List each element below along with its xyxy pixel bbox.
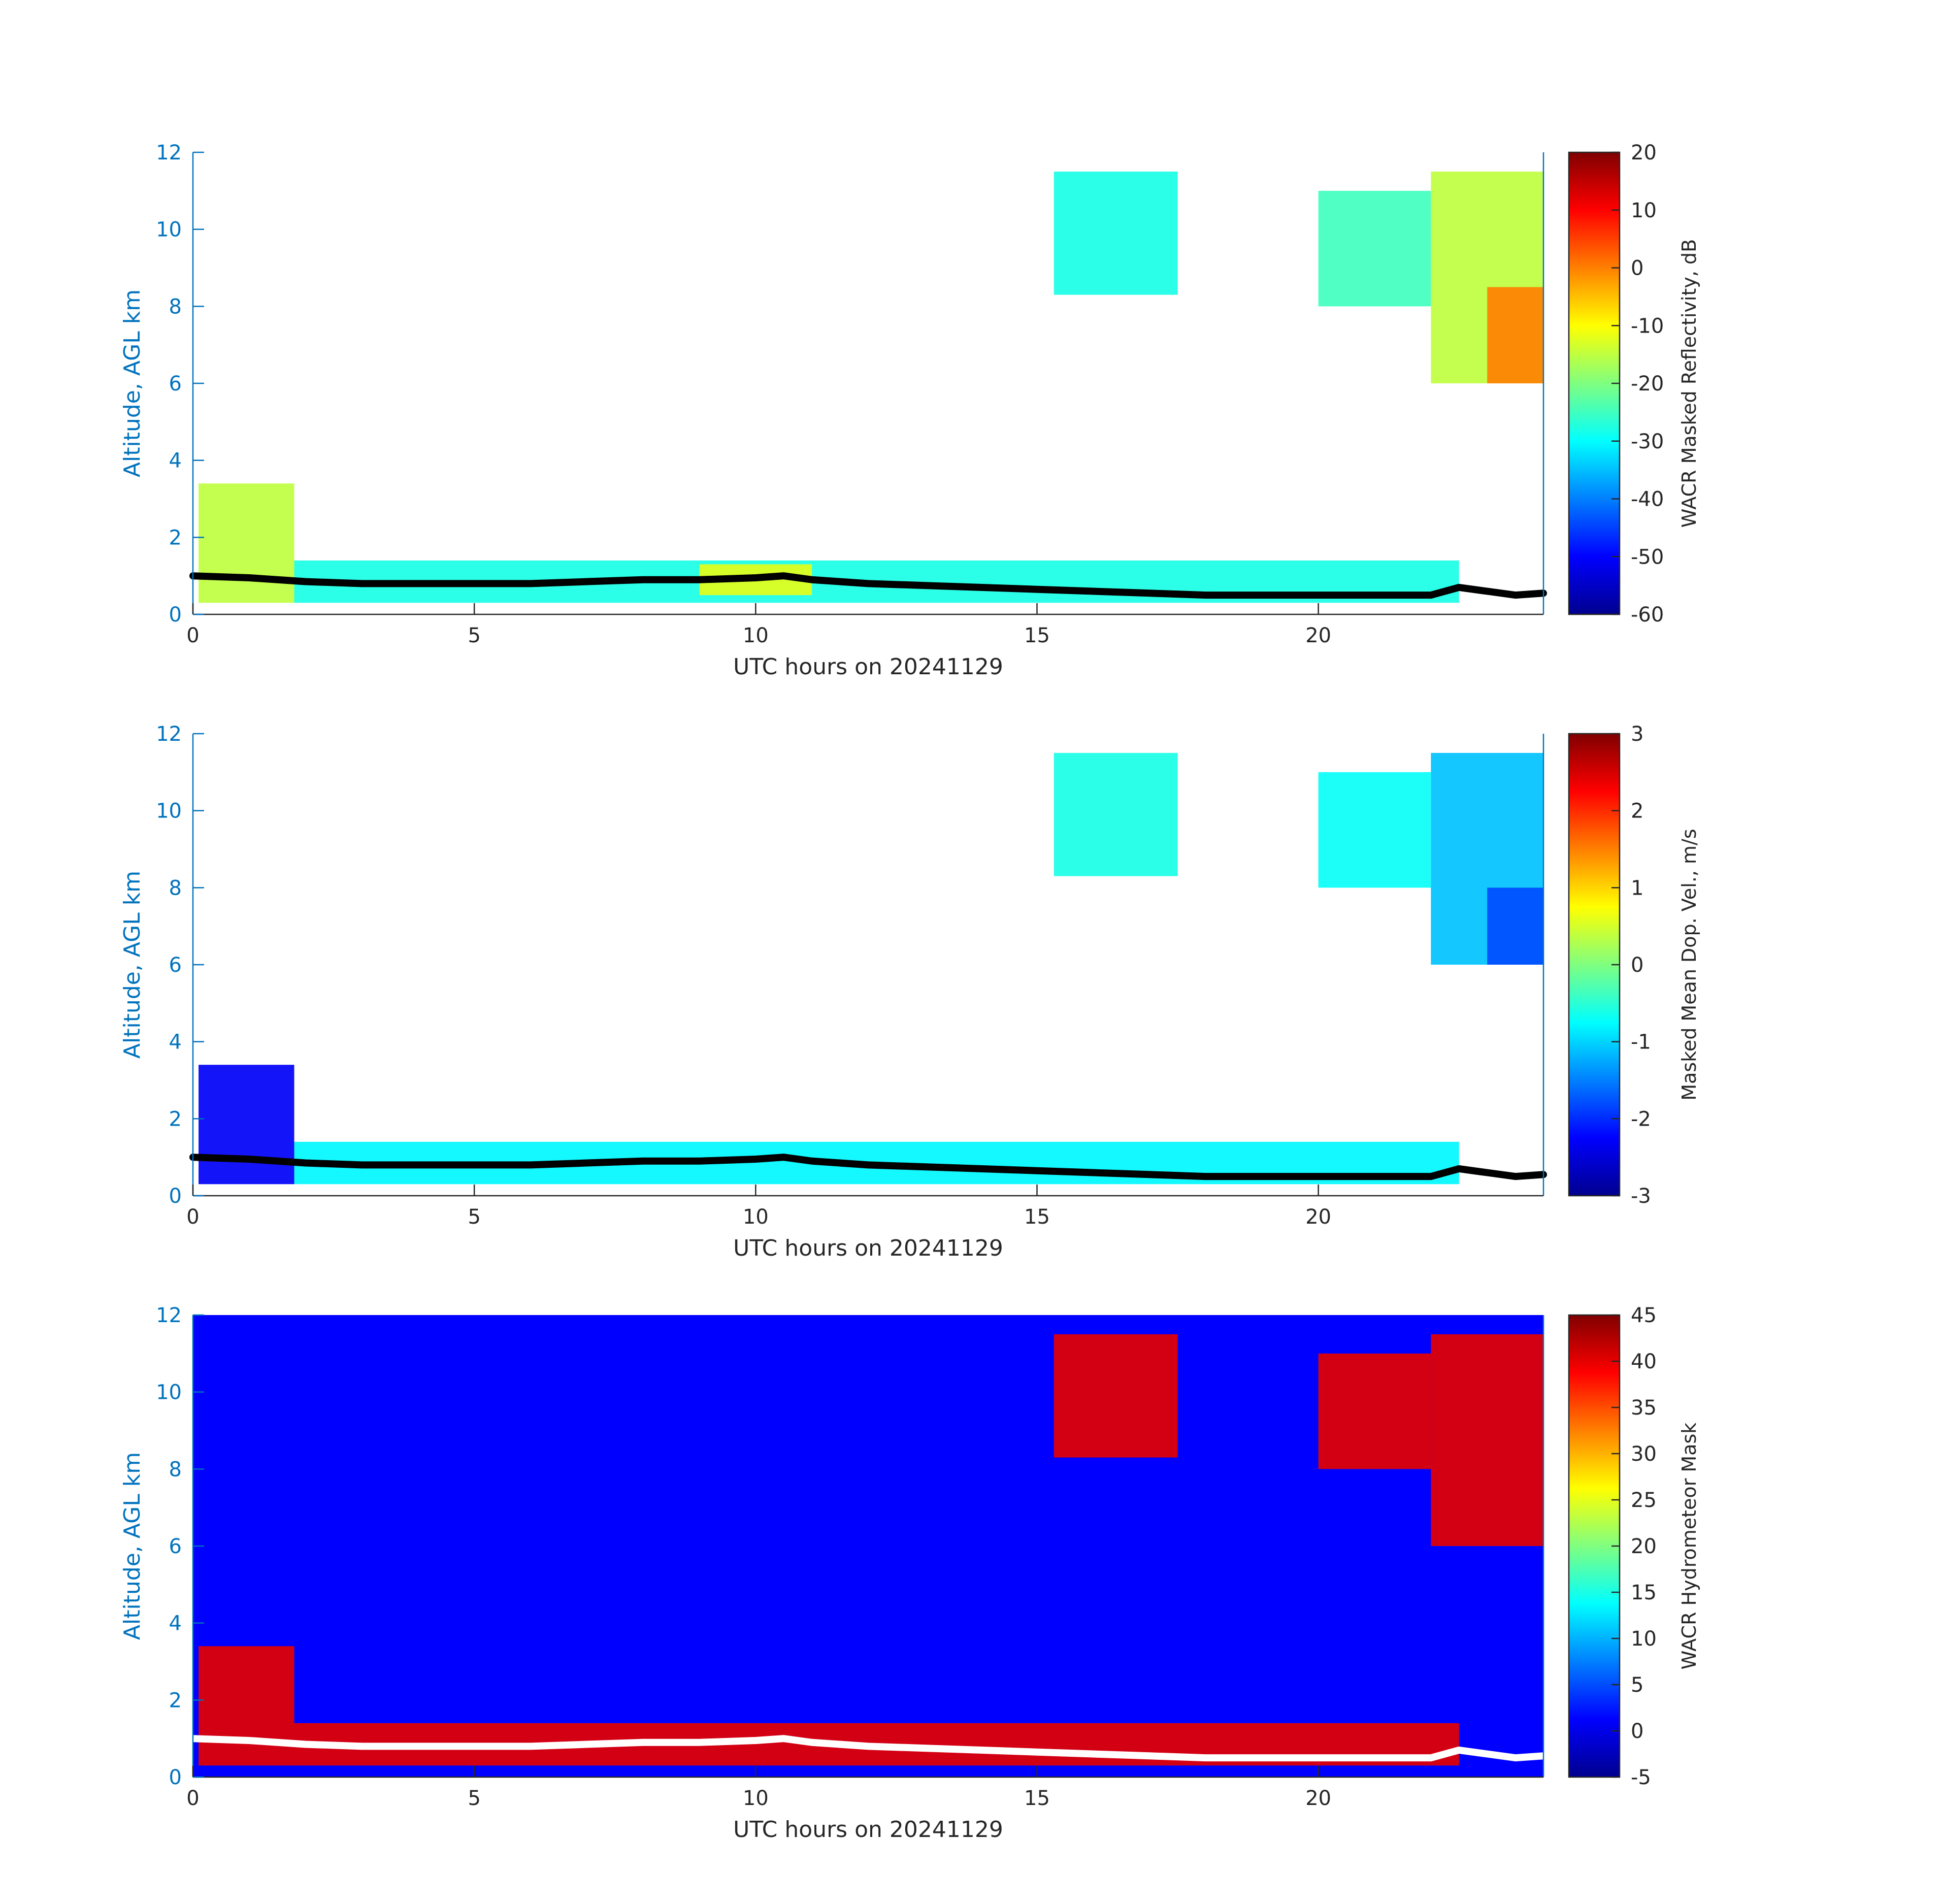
x-tick-label: 10 <box>743 1205 769 1229</box>
y-tick-label: 6 <box>169 1535 182 1558</box>
heatmap-region-5 <box>1318 190 1431 307</box>
x-tick-label: 15 <box>1024 1205 1050 1229</box>
heatmap-region-6 <box>1487 888 1543 965</box>
colorbar-tick-label: 10 <box>1631 199 1657 222</box>
colorbar-tick-label: -5 <box>1631 1766 1651 1789</box>
heatmap-region-7 <box>1487 287 1543 383</box>
colorbar <box>1568 733 1621 1197</box>
y-axis-title: Altitude, AGL km <box>119 871 145 1059</box>
y-tick-label: 0 <box>169 1766 182 1789</box>
colorbar-title: WACR Masked Reflectivity, dB <box>1678 239 1700 528</box>
heatmap-region-1 <box>199 483 294 603</box>
cloud-base-line <box>189 572 1547 599</box>
colorbar-tick-label: 20 <box>1631 141 1657 165</box>
colorbar-tick-label: 0 <box>1631 257 1643 280</box>
colorbar-tick-label: 0 <box>1631 1720 1643 1743</box>
y-tick-label: 4 <box>169 1031 182 1054</box>
panel-3: 0 2 4 6 8 10 12 0 5 10 15 20 UTC hours on 20241129 Al… <box>119 1304 1700 1843</box>
y-tick-label: 2 <box>169 526 182 549</box>
y-tick-label: 12 <box>156 1304 182 1327</box>
colorbar-tick-label: 20 <box>1631 1535 1657 1558</box>
colorbar-tick-label: 1 <box>1631 876 1643 900</box>
x-tick-label: 0 <box>186 624 199 647</box>
heatmap-region-4 <box>1318 1353 1431 1469</box>
y-tick-label: 4 <box>169 1612 182 1635</box>
x-tick-label: 20 <box>1305 1787 1331 1810</box>
y-tick-label: 0 <box>169 1185 182 1208</box>
x-axis-title: UTC hours on 20241129 <box>733 1817 1003 1843</box>
x-axis-title: UTC hours on 20241129 <box>733 1235 1003 1261</box>
x-tick-label: 0 <box>186 1205 199 1229</box>
colorbar-tick-label: 3 <box>1631 723 1643 746</box>
x-tick-label: 20 <box>1305 624 1331 647</box>
x-tick-label: 15 <box>1024 1787 1050 1810</box>
colorbar-tick-label: -20 <box>1631 372 1664 396</box>
colorbar-tick-label: -50 <box>1631 545 1664 569</box>
y-tick-label: 12 <box>156 141 182 165</box>
cloud-base-line <box>189 1735 1547 1762</box>
colorbar-tick-label: -3 <box>1631 1185 1651 1208</box>
colorbar-tick-label: 45 <box>1631 1304 1657 1327</box>
x-tick-label: 5 <box>468 1205 480 1229</box>
colorbar-tick-label: -60 <box>1631 603 1664 627</box>
y-tick-label: 6 <box>169 954 182 977</box>
colorbar-tick-label: 30 <box>1631 1442 1657 1466</box>
y-tick-label: 10 <box>156 1381 182 1404</box>
panel-1: 0 2 4 6 8 10 12 0 5 10 15 20 UTC hours on 20241129 Al… <box>119 141 1700 680</box>
x-tick-label: 5 <box>468 624 480 647</box>
colorbar-tick-label: 35 <box>1631 1396 1657 1420</box>
heatmap-region-4 <box>1054 171 1178 295</box>
y-tick-label: 12 <box>156 723 182 746</box>
x-axis-title: UTC hours on 20241129 <box>733 654 1003 680</box>
colorbar-tick-label: 15 <box>1631 1581 1657 1604</box>
heatmap-region-1 <box>199 1646 294 1766</box>
colorbar <box>1568 151 1621 615</box>
heatmap-region-5 <box>1431 1334 1543 1546</box>
heatmap-region-4 <box>1318 772 1431 888</box>
x-tick-label: 20 <box>1305 1205 1331 1229</box>
x-tick-label: 10 <box>743 1787 769 1810</box>
colorbar-tick-label: -10 <box>1631 314 1664 338</box>
colorbar-title: Masked Mean Dop. Vel., m/s <box>1678 829 1700 1100</box>
y-tick-label: 8 <box>169 876 182 900</box>
colorbar-tick-label: 5 <box>1631 1673 1643 1697</box>
x-tick-label: 15 <box>1024 624 1050 647</box>
colorbar-tick-label: 0 <box>1631 954 1643 977</box>
colorbar-tick-label: -30 <box>1631 430 1664 453</box>
y-tick-label: 2 <box>169 1689 182 1712</box>
x-tick-label: 0 <box>186 1787 199 1810</box>
colorbar-title: WACR Hydrometeor Mask <box>1678 1423 1700 1670</box>
cloud-base-line <box>189 1154 1547 1180</box>
y-axis-title: Altitude, AGL km <box>119 1452 145 1640</box>
colorbar-tick-label: -40 <box>1631 488 1664 511</box>
y-tick-label: 10 <box>156 218 182 242</box>
colorbar-tick-label: 40 <box>1631 1350 1657 1373</box>
x-tick-label: 10 <box>743 624 769 647</box>
heatmap-region-1 <box>199 1065 294 1185</box>
heatmap-region-3 <box>1054 752 1178 876</box>
colorbar-tick-label: -2 <box>1631 1107 1651 1131</box>
y-tick-label: 8 <box>169 1458 182 1481</box>
heatmap-region-3 <box>1054 1334 1178 1458</box>
colorbar-tick-label: 25 <box>1631 1489 1657 1512</box>
y-tick-label: 2 <box>169 1107 182 1131</box>
y-tick-label: 0 <box>169 603 182 627</box>
y-tick-label: 4 <box>169 449 182 473</box>
y-axis-title: Altitude, AGL km <box>119 289 145 477</box>
y-tick-label: 10 <box>156 800 182 823</box>
y-tick-label: 6 <box>169 372 182 396</box>
x-tick-label: 5 <box>468 1787 480 1810</box>
colorbar-tick-label: 2 <box>1631 800 1643 823</box>
colorbar-tick-label: -1 <box>1631 1031 1651 1054</box>
y-tick-label: 8 <box>169 295 182 318</box>
colorbar-tick-label: 10 <box>1631 1627 1657 1651</box>
